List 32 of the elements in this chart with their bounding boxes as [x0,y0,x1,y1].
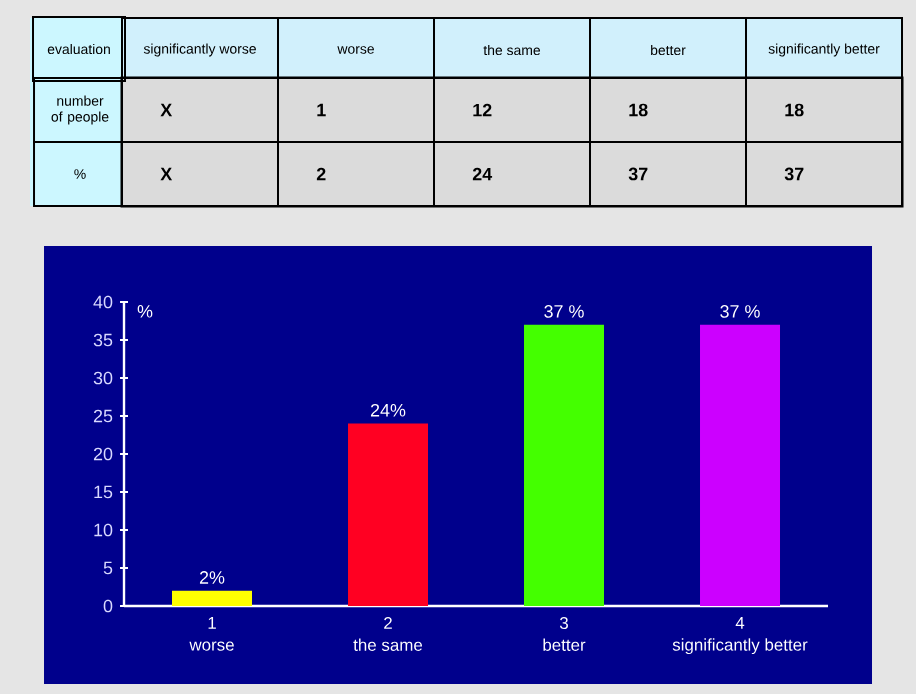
text: 2 [316,167,326,181]
y-tick-label: 15 [94,485,113,499]
y-tick-label: 30 [93,371,113,385]
y-tick-label: 0 [103,599,113,613]
text: 37 [784,167,804,181]
y-tick-label: 40 [93,295,113,309]
bar [172,590,253,606]
y-tick-label: 20 [93,447,113,461]
x-tick-label: 3 better [543,617,586,651]
bar [700,324,781,606]
text: 18 [629,103,648,117]
text: 1 [317,103,326,117]
y-tick-label: 10 [94,523,113,537]
x-tick-label: 2 the same [353,617,423,651]
text: 24 [472,167,493,181]
y-axis-title: % [137,305,153,318]
data-label: 37 % [544,305,584,318]
y-tick-label: 25 [93,409,113,423]
text: 12 [473,103,492,117]
y-tick-label: 5 [103,561,113,575]
data-label: 24% [370,403,406,417]
x-tick-label: 1 worse [189,617,234,651]
data-label: 37 % [720,305,760,318]
x-tick-label: 4 significantly better [672,617,808,655]
text: 18 [785,103,804,117]
data-label: 2% [199,571,225,584]
text: X [160,167,173,181]
text: X [160,103,173,117]
y-tick-label: 35 [93,333,113,347]
text: 37 [628,167,648,181]
bar [348,423,429,606]
bar [524,324,605,606]
